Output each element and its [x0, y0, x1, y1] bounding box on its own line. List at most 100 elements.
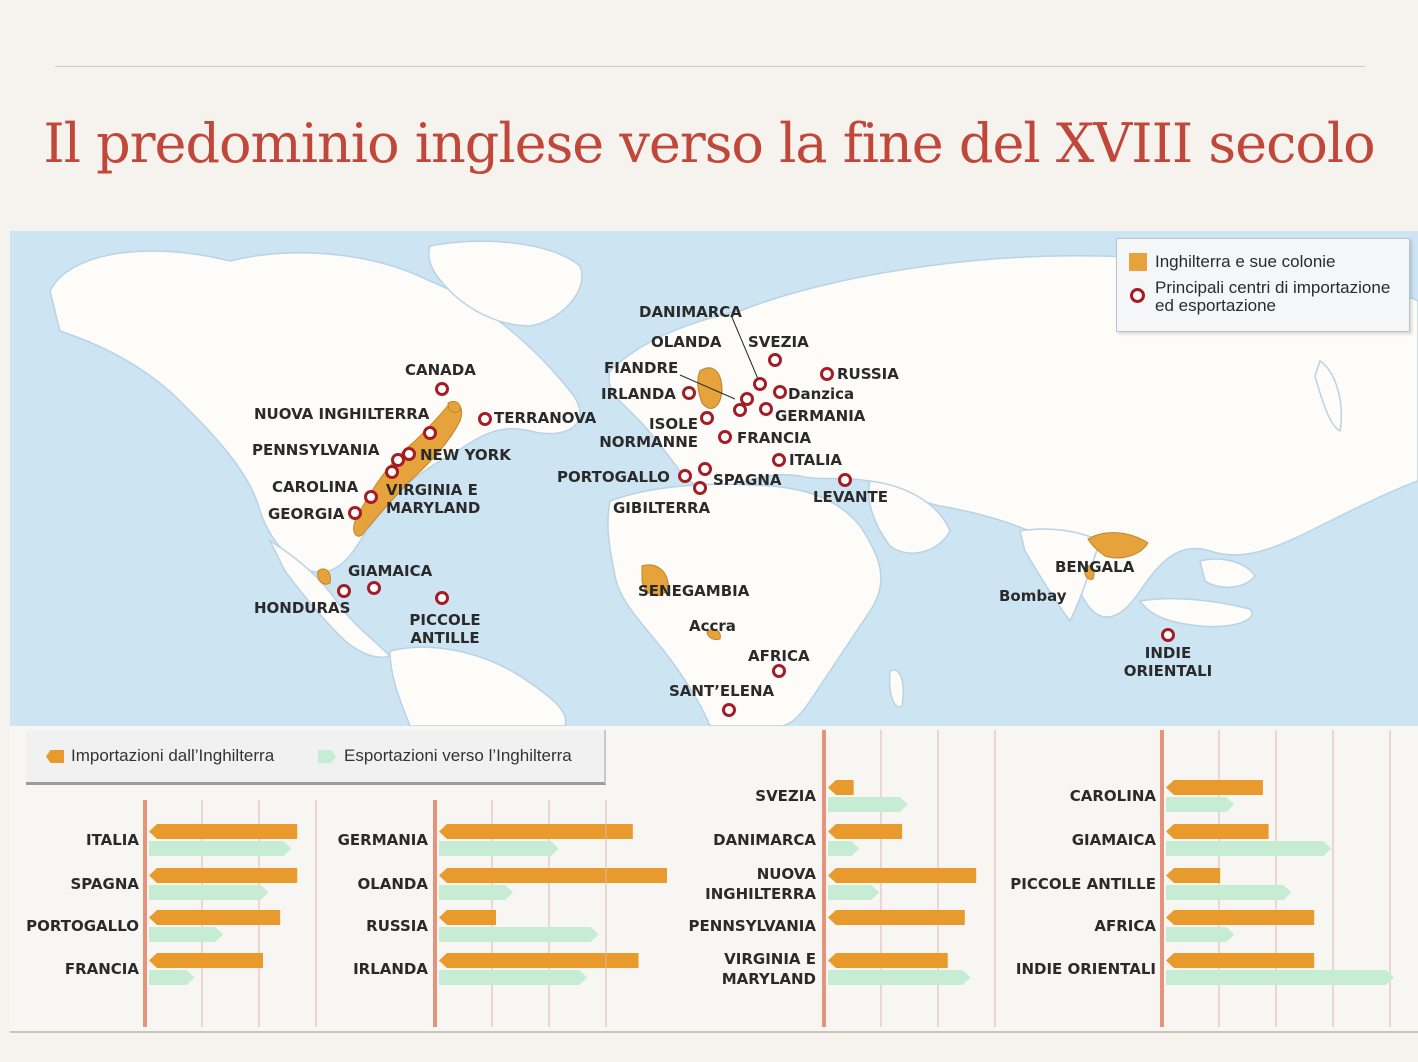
map-legend: Inghilterra e sue colonie Principali cen…	[1116, 238, 1410, 332]
import-bar-3-0	[1166, 780, 1263, 795]
land-greenland	[428, 240, 583, 327]
label-danimarca: DANIMARCA	[639, 303, 742, 321]
label-piccole-antille: PICCOLE ANTILLE	[409, 611, 481, 647]
label-pennsylvania: PENNSYLVANIA	[252, 441, 380, 459]
legend-import-label: Importazioni dall’Inghilterra	[71, 746, 275, 765]
import-bar-0-2	[149, 910, 281, 925]
label-olanda: OLANDA	[651, 333, 722, 351]
marker-honduras	[337, 584, 351, 598]
land-madagascar	[888, 669, 904, 708]
import-bar-0-1	[149, 868, 298, 883]
label-indie-orientali: INDIE ORIENTALI	[1123, 644, 1213, 680]
legend-export-label: Esportazioni verso l’Inghilterra	[344, 746, 572, 765]
import-bar-3-2	[1166, 868, 1221, 883]
export-bar-3-4	[1166, 970, 1394, 985]
land-south-america	[389, 646, 567, 726]
marker-portogallo	[678, 469, 692, 483]
marker-canada	[435, 382, 449, 396]
category-label-3-3: AFRICA	[1094, 917, 1156, 935]
marker-levante	[838, 473, 852, 487]
export-bar-3-3	[1166, 927, 1235, 942]
export-bar-2-0	[828, 797, 908, 812]
label-new-york: NEW YORK	[420, 446, 511, 464]
legend-centres-label: Principali centri di importazione ed esp…	[1155, 278, 1391, 315]
marker-danimarca	[753, 377, 767, 391]
export-bar-0-0	[149, 841, 292, 856]
marker-africa	[772, 664, 786, 678]
marker-fiandre	[733, 403, 747, 417]
export-bar-1-3	[439, 970, 588, 985]
slide-title: Il predominio inglese verso la fine del …	[43, 112, 1375, 175]
label-terranova: TERRANOVA	[494, 409, 597, 427]
label-georgia: GEORGIA	[268, 505, 345, 523]
category-label-1-1: OLANDA	[357, 875, 428, 893]
category-label-3-0: CAROLINA	[1070, 787, 1157, 805]
marker-georgia	[348, 506, 362, 520]
label-fiandre: FIANDRE	[604, 359, 679, 377]
label-accra: Accra	[689, 617, 736, 635]
export-bar-1-0	[439, 841, 559, 856]
label-bombay: Bombay	[999, 587, 1067, 605]
export-bar-3-0	[1166, 797, 1235, 812]
export-bar-1-2	[439, 927, 599, 942]
label-sant-elena: SANT’ELENA	[669, 682, 775, 700]
marker-new-york	[402, 447, 416, 461]
category-label-2-4: VIRGINIA E MARYLAND	[722, 950, 816, 988]
category-label-1-0: GERMANIA	[338, 831, 429, 849]
marker-indie-orientali	[1161, 628, 1175, 642]
marker-carolina	[364, 490, 378, 504]
import-bar-0-0	[149, 824, 298, 839]
colony-newfoundland	[447, 400, 461, 414]
label-honduras: HONDURAS	[254, 599, 351, 617]
import-bar-3-3	[1166, 910, 1315, 925]
marker-germania	[759, 402, 773, 416]
land-indonesia	[1138, 597, 1253, 628]
label-svezia: SVEZIA	[748, 333, 809, 351]
export-swatch	[318, 750, 336, 763]
category-label-0-2: PORTOGALLO	[26, 917, 139, 935]
label-africa: AFRICA	[748, 647, 810, 665]
import-bar-0-3	[149, 953, 263, 968]
import-bar-2-1	[828, 824, 903, 839]
category-label-0-0: ITALIA	[86, 831, 139, 849]
label-senegambia: SENEGAMBIA	[638, 582, 750, 600]
export-bar-2-1	[828, 841, 860, 856]
marker-svezia	[768, 353, 782, 367]
top-rule	[55, 66, 1365, 67]
axis-1	[433, 800, 437, 1027]
label-spagna: SPAGNA	[713, 471, 782, 489]
land-arabia	[868, 480, 951, 554]
category-label-2-2: NUOVA INGHILTERRA	[705, 865, 816, 903]
label-danzica: Danzica	[788, 385, 855, 403]
category-label-1-2: RUSSIA	[366, 917, 428, 935]
marker-irlanda	[682, 386, 696, 400]
colony-senegambia	[641, 564, 669, 597]
marker-sant-elena	[722, 703, 736, 717]
category-label-3-2: PICCOLE ANTILLE	[1010, 875, 1156, 893]
land-india	[1019, 528, 1101, 623]
chart-legend: Importazioni dall’Inghilterra Esportazio…	[26, 730, 606, 785]
marker-spagna	[698, 462, 712, 476]
label-russia: RUSSIA	[837, 365, 899, 383]
colony-accra	[706, 629, 721, 640]
marker-isole-normanne	[700, 411, 714, 425]
marker-italia	[772, 453, 786, 467]
export-bar-0-3	[149, 970, 195, 985]
export-bar-1-1	[439, 885, 514, 900]
label-isole-normanne: ISOLE NORMANNE	[599, 415, 698, 451]
marker-gibilterra	[693, 481, 707, 495]
export-bar-3-1	[1166, 841, 1332, 856]
import-bar-2-0	[828, 780, 854, 795]
label-carolina: CAROLINA	[272, 478, 359, 496]
land-japan	[1314, 359, 1342, 433]
label-canada: CANADA	[405, 361, 476, 379]
category-label-2-0: SVEZIA	[755, 787, 816, 805]
category-label-1-3: IRLANDA	[353, 960, 428, 978]
axis-0	[143, 800, 147, 1027]
export-bar-2-4	[828, 970, 971, 985]
colony-bengala	[1087, 532, 1149, 559]
bottom-rule	[10, 1031, 1418, 1033]
import-bar-3-1	[1166, 824, 1269, 839]
marker-virginia	[385, 465, 399, 479]
category-label-2-3: PENNSYLVANIA	[689, 917, 817, 935]
